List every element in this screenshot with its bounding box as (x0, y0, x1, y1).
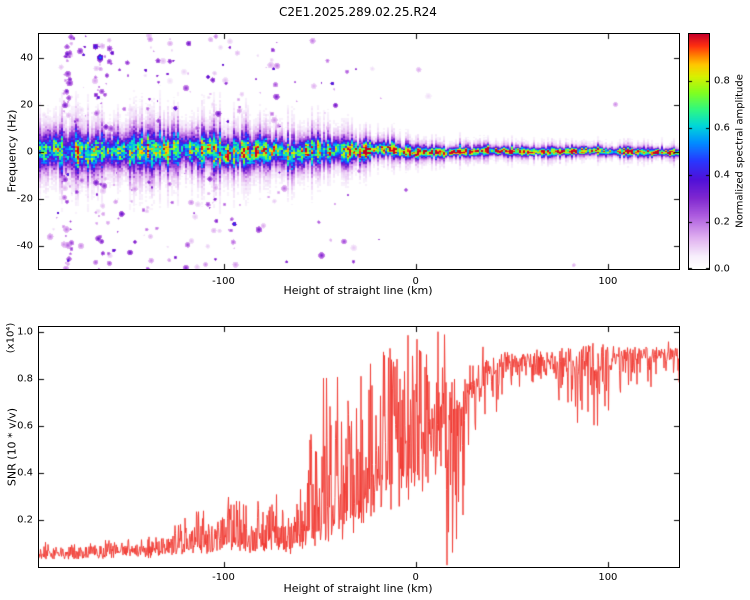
spectrogram-panel (38, 33, 680, 270)
bottom-x-axis-label: Height of straight line (km) (283, 582, 433, 595)
colorbar-tick-label: 0.6 (714, 122, 730, 134)
top-x-tick-label: 100 (598, 276, 618, 287)
top-y-axis-label: Frequency (Hz) (5, 109, 19, 193)
colorbar-canvas (689, 34, 709, 269)
colorbar-tick-label: 0.2 (714, 216, 730, 228)
colorbar-tick-label: 0.0 (714, 263, 730, 275)
bottom-y-tick-label: 1.0 (17, 326, 33, 338)
colorbar-tick-label: 0.8 (714, 75, 730, 87)
bottom-y-tick-label: 0.8 (17, 373, 33, 385)
bottom-y-tick-label: 0.2 (17, 514, 33, 526)
bottom-x-tick-label: -100 (212, 572, 235, 583)
top-x-axis-label: Height of straight line (km) (283, 284, 433, 297)
top-x-tick-label: -100 (212, 276, 235, 287)
bottom-y-tick-label: 0.4 (17, 467, 33, 479)
top-y-tick-label: 20 (20, 99, 33, 110)
colorbar-tick-label: 0.4 (714, 169, 730, 181)
spectrogram-canvas (39, 34, 679, 269)
bottom-y-tick-label: 0.6 (17, 420, 33, 432)
top-x-tick-label: 0 (412, 276, 419, 287)
snr-canvas (39, 327, 679, 567)
bottom-y-axis-scale: (x10⁴) (5, 322, 17, 354)
top-y-tick-label: -40 (16, 240, 33, 251)
top-y-tick-label: -20 (16, 193, 33, 204)
bottom-x-tick-label: 0 (412, 572, 419, 583)
snr-panel (38, 326, 680, 568)
colorbar-label: Normalized spectral amplitude (734, 74, 746, 228)
bottom-x-tick-label: 100 (598, 572, 618, 583)
colorbar (688, 33, 710, 270)
plot-title: C2E1.2025.289.02.25.R24 (279, 5, 437, 19)
top-y-tick-label: 0 (26, 146, 33, 157)
top-y-tick-label: 40 (20, 52, 33, 63)
